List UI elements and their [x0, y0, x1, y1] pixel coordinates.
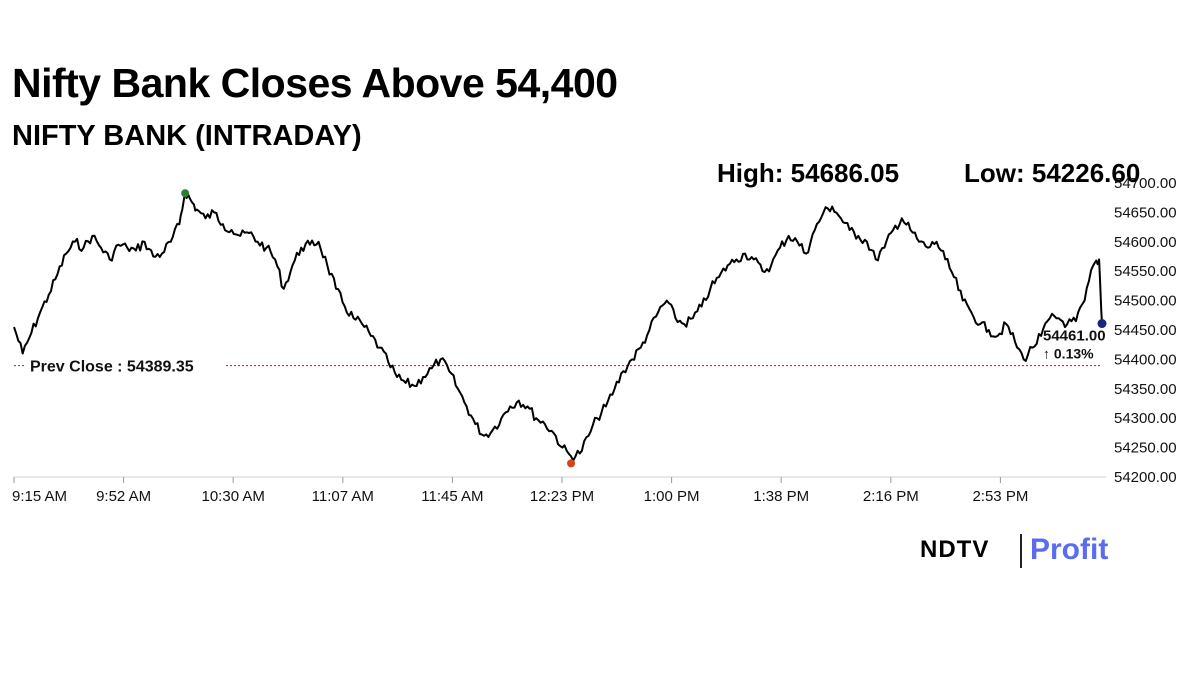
change-label: ↑ 0.13%: [1043, 346, 1094, 362]
prev-close-label: Prev Close : 54389.35: [30, 359, 194, 376]
logo-profit-text: Profit: [1030, 533, 1109, 566]
high-marker: [181, 189, 190, 198]
prev-close-label-bg: [26, 356, 226, 375]
x-tick-label: 2:53 PM: [972, 488, 1028, 505]
price-series-line: [13, 190, 1103, 462]
y-tick-label: 54550.00: [1114, 263, 1177, 280]
headline: Nifty Bank Closes Above 54,400: [12, 60, 618, 106]
x-tick-label: 9:52 AM: [96, 488, 151, 505]
chart-subtitle: NIFTY BANK (INTRADAY): [12, 120, 362, 152]
x-tick-label: 12:23 PM: [530, 488, 594, 505]
day-high-stat: High: 54686.05: [717, 158, 900, 188]
y-tick-label: 54650.00: [1114, 204, 1177, 221]
last-value-label: 54461.00: [1043, 328, 1106, 345]
y-tick-label: 54400.00: [1114, 351, 1177, 368]
y-tick-label: 54250.00: [1114, 440, 1177, 457]
day-low-stat: Low: 54226.60: [964, 158, 1141, 188]
x-tick-label: 11:45 AM: [421, 488, 483, 505]
y-tick-label: 54200.00: [1114, 469, 1177, 486]
x-tick-label: 9:15 AM: [12, 488, 67, 505]
y-tick-label: 54450.00: [1114, 322, 1177, 339]
y-tick-label: 54350.00: [1114, 381, 1177, 398]
x-tick-label: 11:07 AM: [312, 488, 374, 505]
x-tick-label: 1:38 PM: [753, 488, 809, 505]
x-tick-label: 10:30 AM: [202, 488, 265, 505]
low-marker: [567, 459, 576, 468]
logo-ndtv-text: NDTV: [920, 536, 990, 563]
x-axis: 9:15 AM 9:52 AM 10:30 AM 11:07 AM 11:45 AM 12…: [12, 476, 1106, 505]
y-tick-label: 54500.00: [1114, 293, 1177, 310]
y-tick-label: 54300.00: [1114, 410, 1177, 427]
x-tick-label: 2:16 PM: [863, 488, 919, 505]
x-tick-label: 1:00 PM: [644, 488, 700, 505]
logo-divider: [1020, 534, 1022, 568]
last-price-marker: [1097, 319, 1107, 329]
y-axis: 54700.00 54650.00 54600.00 54550.00 54500.00…: [1114, 175, 1177, 486]
y-tick-label: 54600.00: [1114, 234, 1177, 251]
y-tick-label: 54700.00: [1114, 175, 1177, 192]
